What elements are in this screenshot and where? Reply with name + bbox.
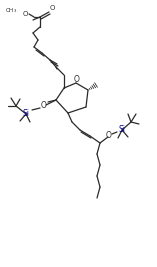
Text: O: O bbox=[49, 5, 55, 11]
Text: CH$_3$: CH$_3$ bbox=[5, 7, 17, 15]
Text: O: O bbox=[22, 11, 28, 17]
Text: Si: Si bbox=[119, 125, 125, 135]
Text: O: O bbox=[41, 101, 47, 111]
Text: Si: Si bbox=[22, 109, 30, 119]
Text: O: O bbox=[74, 76, 80, 84]
Text: O: O bbox=[106, 132, 112, 140]
